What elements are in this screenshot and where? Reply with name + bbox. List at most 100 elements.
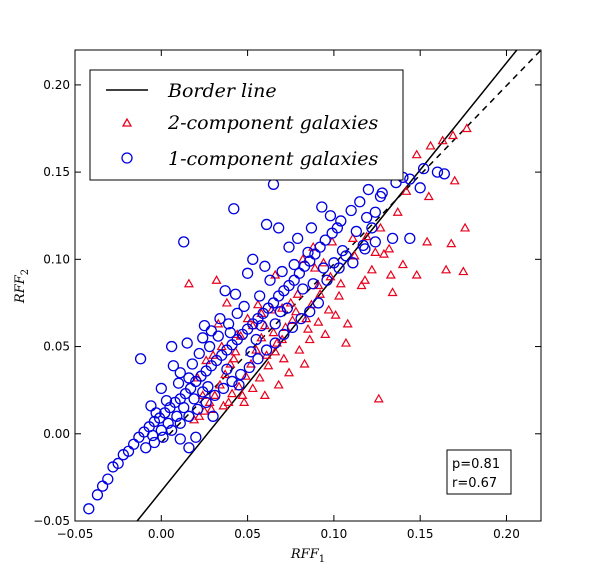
one-component-point (112, 457, 124, 470)
two-component-point (287, 315, 298, 324)
two-component-point (214, 379, 226, 389)
two-component-point (273, 379, 284, 389)
one-component-point (193, 347, 205, 360)
axis-ticks: −0.05 0.00 0.05 0.10 0.15 0.20 −0.05 0.00 0.05 0.… (33, 50, 541, 541)
one-component-point (260, 344, 273, 356)
y-tick-label: 0.05 (43, 340, 70, 354)
one-component-point (317, 262, 330, 274)
one-component-point (354, 196, 366, 208)
one-component-point (273, 222, 285, 234)
two-component-point (423, 191, 434, 201)
y-tick-label: 0.15 (43, 165, 70, 179)
one-component-point (171, 410, 183, 422)
two-component-point (340, 337, 352, 347)
x-tick-label: 0.20 (493, 527, 520, 541)
one-component-point (362, 183, 375, 196)
y-tick-label: 0.00 (43, 427, 70, 441)
one-component-point (386, 232, 399, 245)
two-component-point (221, 297, 232, 307)
two-component-point (437, 135, 448, 145)
two-component-point (334, 290, 345, 300)
one-component-point (217, 382, 230, 395)
two-component-point (313, 316, 324, 326)
one-component-point (148, 436, 161, 449)
one-component-point (269, 337, 281, 349)
two-component-point (320, 329, 331, 338)
one-component-point (283, 241, 295, 253)
one-component-point (316, 201, 328, 213)
one-component-point (209, 389, 221, 402)
one-component-point (291, 232, 304, 245)
one-component-point (91, 489, 104, 501)
two-component-point (378, 248, 389, 258)
two-component-point (209, 390, 220, 399)
two-component-point (373, 393, 384, 403)
two-component-point (242, 313, 253, 323)
one-component-point (374, 190, 387, 203)
one-component-point (307, 278, 319, 290)
one-component-point (155, 382, 167, 395)
one-component-point (174, 433, 186, 445)
one-component-point (264, 274, 276, 286)
two-component-point (425, 140, 436, 150)
legend-circle-marker (121, 152, 133, 164)
two-component-point (387, 287, 398, 297)
one-component-point (102, 473, 114, 485)
one-component-point (198, 319, 211, 332)
x-axis-label: RFF1 (290, 547, 325, 565)
one-component-point (174, 417, 186, 429)
two-component-point (239, 397, 250, 406)
one-component-point (197, 386, 209, 398)
one-component-point (226, 375, 238, 388)
data-points (83, 123, 472, 515)
two-component-point (271, 337, 282, 347)
x-tick-label: 0.05 (234, 527, 261, 541)
two-component-point (449, 175, 460, 185)
one-component-point (404, 232, 416, 245)
one-component-point (219, 285, 231, 297)
one-component-point (335, 215, 347, 227)
x-tick-label: 0.00 (148, 527, 175, 541)
two-component-point (401, 186, 412, 195)
one-component-point (83, 503, 95, 515)
one-component-point (304, 306, 316, 318)
two-component-point (356, 280, 367, 290)
one-component-point (241, 267, 254, 279)
one-component-point (255, 319, 268, 332)
one-component-point (259, 260, 271, 272)
two-component-point (225, 358, 236, 368)
two-component-point (230, 346, 241, 356)
two-component-point (240, 371, 251, 380)
stats-box: p=0.81 r=0.67 (446, 449, 512, 495)
two-component-point (283, 367, 295, 377)
x-tick-label: −0.05 (57, 527, 94, 541)
two-component-point (285, 297, 296, 307)
two-component-point (411, 149, 422, 159)
one-component-point (250, 333, 262, 346)
two-component-point (375, 222, 386, 232)
one-component-point (297, 283, 309, 295)
one-component-point (231, 307, 243, 320)
two-component-point (460, 222, 471, 232)
two-component-point (270, 346, 281, 356)
two-component-point (397, 259, 408, 269)
one-component-point (328, 257, 340, 269)
two-component-point (441, 264, 452, 274)
two-component-point (208, 350, 219, 359)
one-component-point (166, 340, 178, 353)
legend-triangle-marker (121, 117, 133, 127)
one-component-point (200, 396, 212, 409)
two-component-point (228, 353, 239, 363)
two-component-point (259, 390, 270, 399)
two-component-point (349, 250, 360, 260)
one-component-point (186, 358, 199, 370)
one-component-point (183, 442, 195, 454)
one-component-point (147, 429, 159, 442)
legend: Border line 2-component galaxies 1-compo… (89, 69, 404, 181)
legend-label-1-component: 1-component galaxies (168, 148, 379, 170)
one-component-point (361, 211, 373, 224)
two-component-point (263, 360, 274, 370)
two-component-point (237, 390, 248, 399)
one-component-point (314, 241, 326, 253)
two-component-point (384, 243, 395, 253)
